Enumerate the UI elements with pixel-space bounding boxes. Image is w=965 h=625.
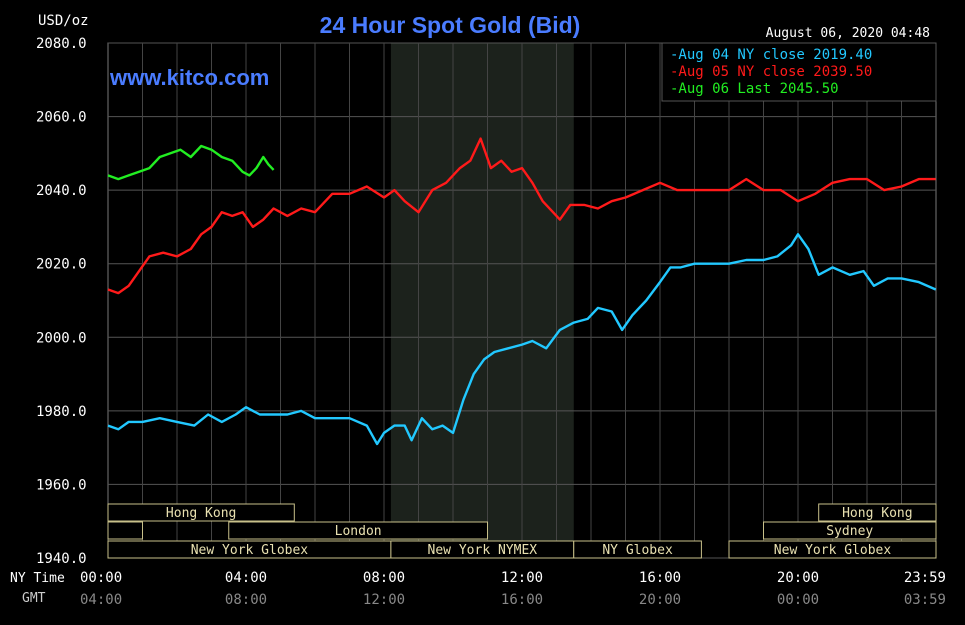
x-tick-label-gmt: 03:59 — [904, 592, 946, 608]
x-tick-label-gmt: 16:00 — [501, 592, 543, 608]
session-box-rect — [107, 503, 295, 522]
session-box-rect — [728, 540, 937, 559]
y-tick-label: 2060.0 — [36, 110, 87, 126]
session-box-rect — [573, 540, 702, 559]
x-tick-label-gmt: 08:00 — [225, 592, 267, 608]
price-series-line — [107, 144, 275, 181]
session-box — [107, 521, 143, 540]
session-label: New York Globex — [191, 543, 309, 558]
y-tick-label: 2000.0 — [36, 330, 87, 346]
ny-time-axis-label: NY Time — [10, 571, 65, 586]
x-tick-label-ny: 08:00 — [363, 570, 405, 586]
session-label: NY Globex — [602, 543, 673, 558]
x-tick-label-ny: 20:00 — [777, 570, 819, 586]
x-tick-label-gmt: 12:00 — [363, 592, 405, 608]
timestamp: August 06, 2020 04:48 — [766, 26, 930, 41]
legend: -Aug 04 NY close 2019.40-Aug 05 NY close… — [661, 42, 937, 102]
x-tick-label-ny: 04:00 — [225, 570, 267, 586]
session-label: New York NYMEX — [428, 543, 538, 558]
x-tick-label-ny: 23:59 — [904, 570, 946, 586]
x-tick-label-gmt: 20:00 — [639, 592, 681, 608]
legend-entry: -Aug 06 Last 2045.50 — [670, 81, 839, 97]
legend-frame — [661, 42, 937, 102]
chart-title: 24 Hour Spot Gold (Bid) — [320, 12, 581, 38]
session-box: London — [228, 521, 488, 540]
session-box: New York Globex — [107, 540, 392, 559]
y-tick-label: 2080.0 — [36, 36, 87, 52]
legend-entry: -Aug 04 NY close 2019.40 — [670, 47, 872, 63]
x-tick-label-ny: 16:00 — [639, 570, 681, 586]
x-tick-label-ny: 12:00 — [501, 570, 543, 586]
unit-label: USD/oz — [38, 13, 89, 29]
session-label: Sydney — [826, 524, 873, 539]
y-tick-label: 1980.0 — [36, 404, 87, 420]
y-tick-label: 2020.0 — [36, 257, 87, 273]
y-tick-label: 2040.0 — [36, 183, 87, 199]
price-series-line — [107, 233, 937, 446]
session-label: Hong Kong — [842, 506, 912, 521]
session-box-rect — [818, 503, 937, 522]
session-label: New York Globex — [774, 543, 892, 558]
website-label: www.kitco.com — [109, 65, 269, 90]
session-box: Hong Kong — [107, 503, 295, 522]
session-box: Sydney — [763, 521, 937, 540]
session-box-rect — [228, 521, 488, 540]
session-box: Hong Kong — [818, 503, 937, 522]
session-box-rect — [763, 521, 937, 540]
y-tick-label: 1960.0 — [36, 477, 87, 493]
session-label: London — [335, 524, 382, 539]
y-tick-label: 1940.0 — [36, 551, 87, 567]
legend-entry: -Aug 05 NY close 2039.50 — [670, 64, 872, 80]
nymex-session-band — [390, 43, 574, 558]
session-box-rect — [107, 521, 143, 540]
x-tick-label-ny: 00:00 — [80, 570, 122, 586]
session-label: Hong Kong — [166, 506, 236, 521]
price-series-line — [107, 137, 936, 295]
x-tick-label-gmt: 00:00 — [777, 592, 819, 608]
x-tick-label-gmt: 04:00 — [80, 592, 122, 608]
session-box: New York NYMEX — [390, 540, 575, 559]
gmt-axis-label: GMT — [22, 591, 46, 606]
session-box: New York Globex — [728, 540, 937, 559]
session-box: NY Globex — [573, 540, 702, 559]
